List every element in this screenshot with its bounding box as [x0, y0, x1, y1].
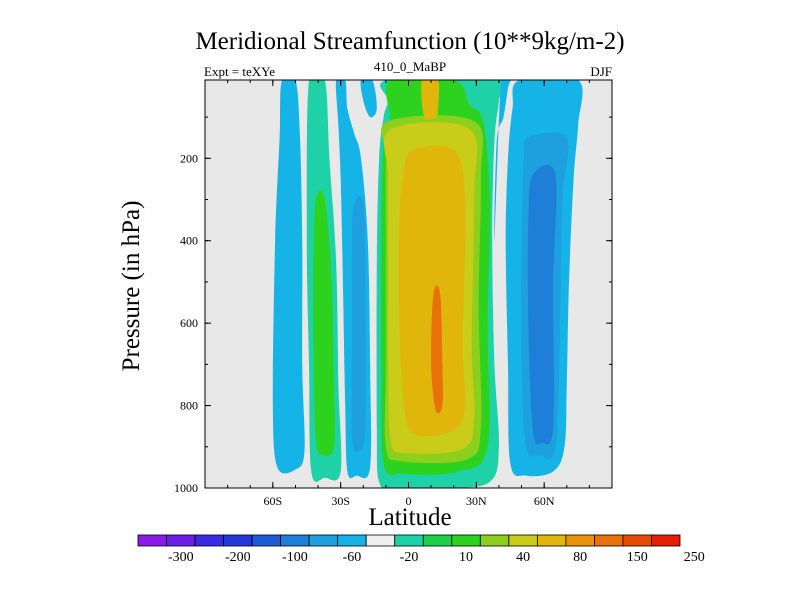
contour-region	[431, 285, 443, 414]
x-tick-label: 30N	[466, 494, 487, 508]
x-tick-label: 60S	[263, 494, 282, 508]
colorbar-label: 80	[573, 550, 587, 565]
colorbar-box	[194, 534, 224, 547]
colorbar-box	[394, 534, 424, 547]
x-tick-label: 30S	[331, 494, 350, 508]
colorbar-box	[565, 534, 595, 547]
contour-region	[527, 164, 557, 445]
colorbar-label: 40	[516, 550, 530, 565]
colorbar-box	[422, 534, 453, 547]
colorbar-label: -200	[225, 550, 251, 565]
colorbar-box	[508, 534, 538, 547]
y-axis-label: Pressure (in hPa)	[118, 200, 145, 372]
colorbar-box	[622, 534, 652, 547]
contour-region	[272, 80, 305, 474]
contour-region	[494, 80, 511, 242]
colorbar-label: 250	[684, 550, 705, 565]
contour-region	[421, 80, 440, 121]
colorbar-box	[479, 534, 510, 547]
x-tick-label: 0	[406, 494, 412, 508]
y-tick-label: 600	[180, 316, 198, 330]
colorbar-box	[594, 534, 624, 547]
y-tick-label: 400	[180, 234, 198, 248]
colorbar-box	[223, 534, 253, 547]
colorbar-box	[251, 534, 282, 547]
colorbar-box	[337, 534, 367, 547]
colorbar-label: 10	[459, 550, 473, 565]
colorbar-label: -20	[400, 550, 419, 565]
colorbar-label: -60	[343, 550, 362, 565]
experiment-label: Expt = teXYe	[204, 64, 276, 79]
contour-region	[398, 145, 466, 437]
colorbar-box	[651, 534, 681, 547]
colorbar-box	[280, 534, 310, 547]
colorbar-box	[137, 534, 167, 547]
contour-region	[360, 80, 377, 118]
colorbar-label: -300	[168, 550, 194, 565]
colorbar-box	[365, 534, 396, 547]
chart-title: Meridional Streamfunction (10**9kg/m-2)	[195, 28, 625, 55]
colorbar-box	[166, 534, 196, 547]
period-label: 410_0_MaBP	[373, 59, 447, 74]
x-axis-label: Latitude	[368, 504, 452, 531]
x-tick-label: 60N	[534, 494, 555, 508]
colorbar-box	[308, 534, 339, 547]
y-tick-label: 200	[180, 151, 198, 165]
contour-region	[351, 196, 367, 452]
colorbar-label: 150	[627, 550, 648, 565]
colorbar-label: -100	[282, 550, 308, 565]
y-tick-label: 800	[180, 399, 198, 413]
colorbar-box	[536, 534, 567, 547]
contour-region	[313, 190, 335, 457]
season-label: DJF	[590, 64, 612, 79]
colorbar-box	[451, 534, 481, 547]
y-tick-label: 1000	[174, 481, 198, 495]
